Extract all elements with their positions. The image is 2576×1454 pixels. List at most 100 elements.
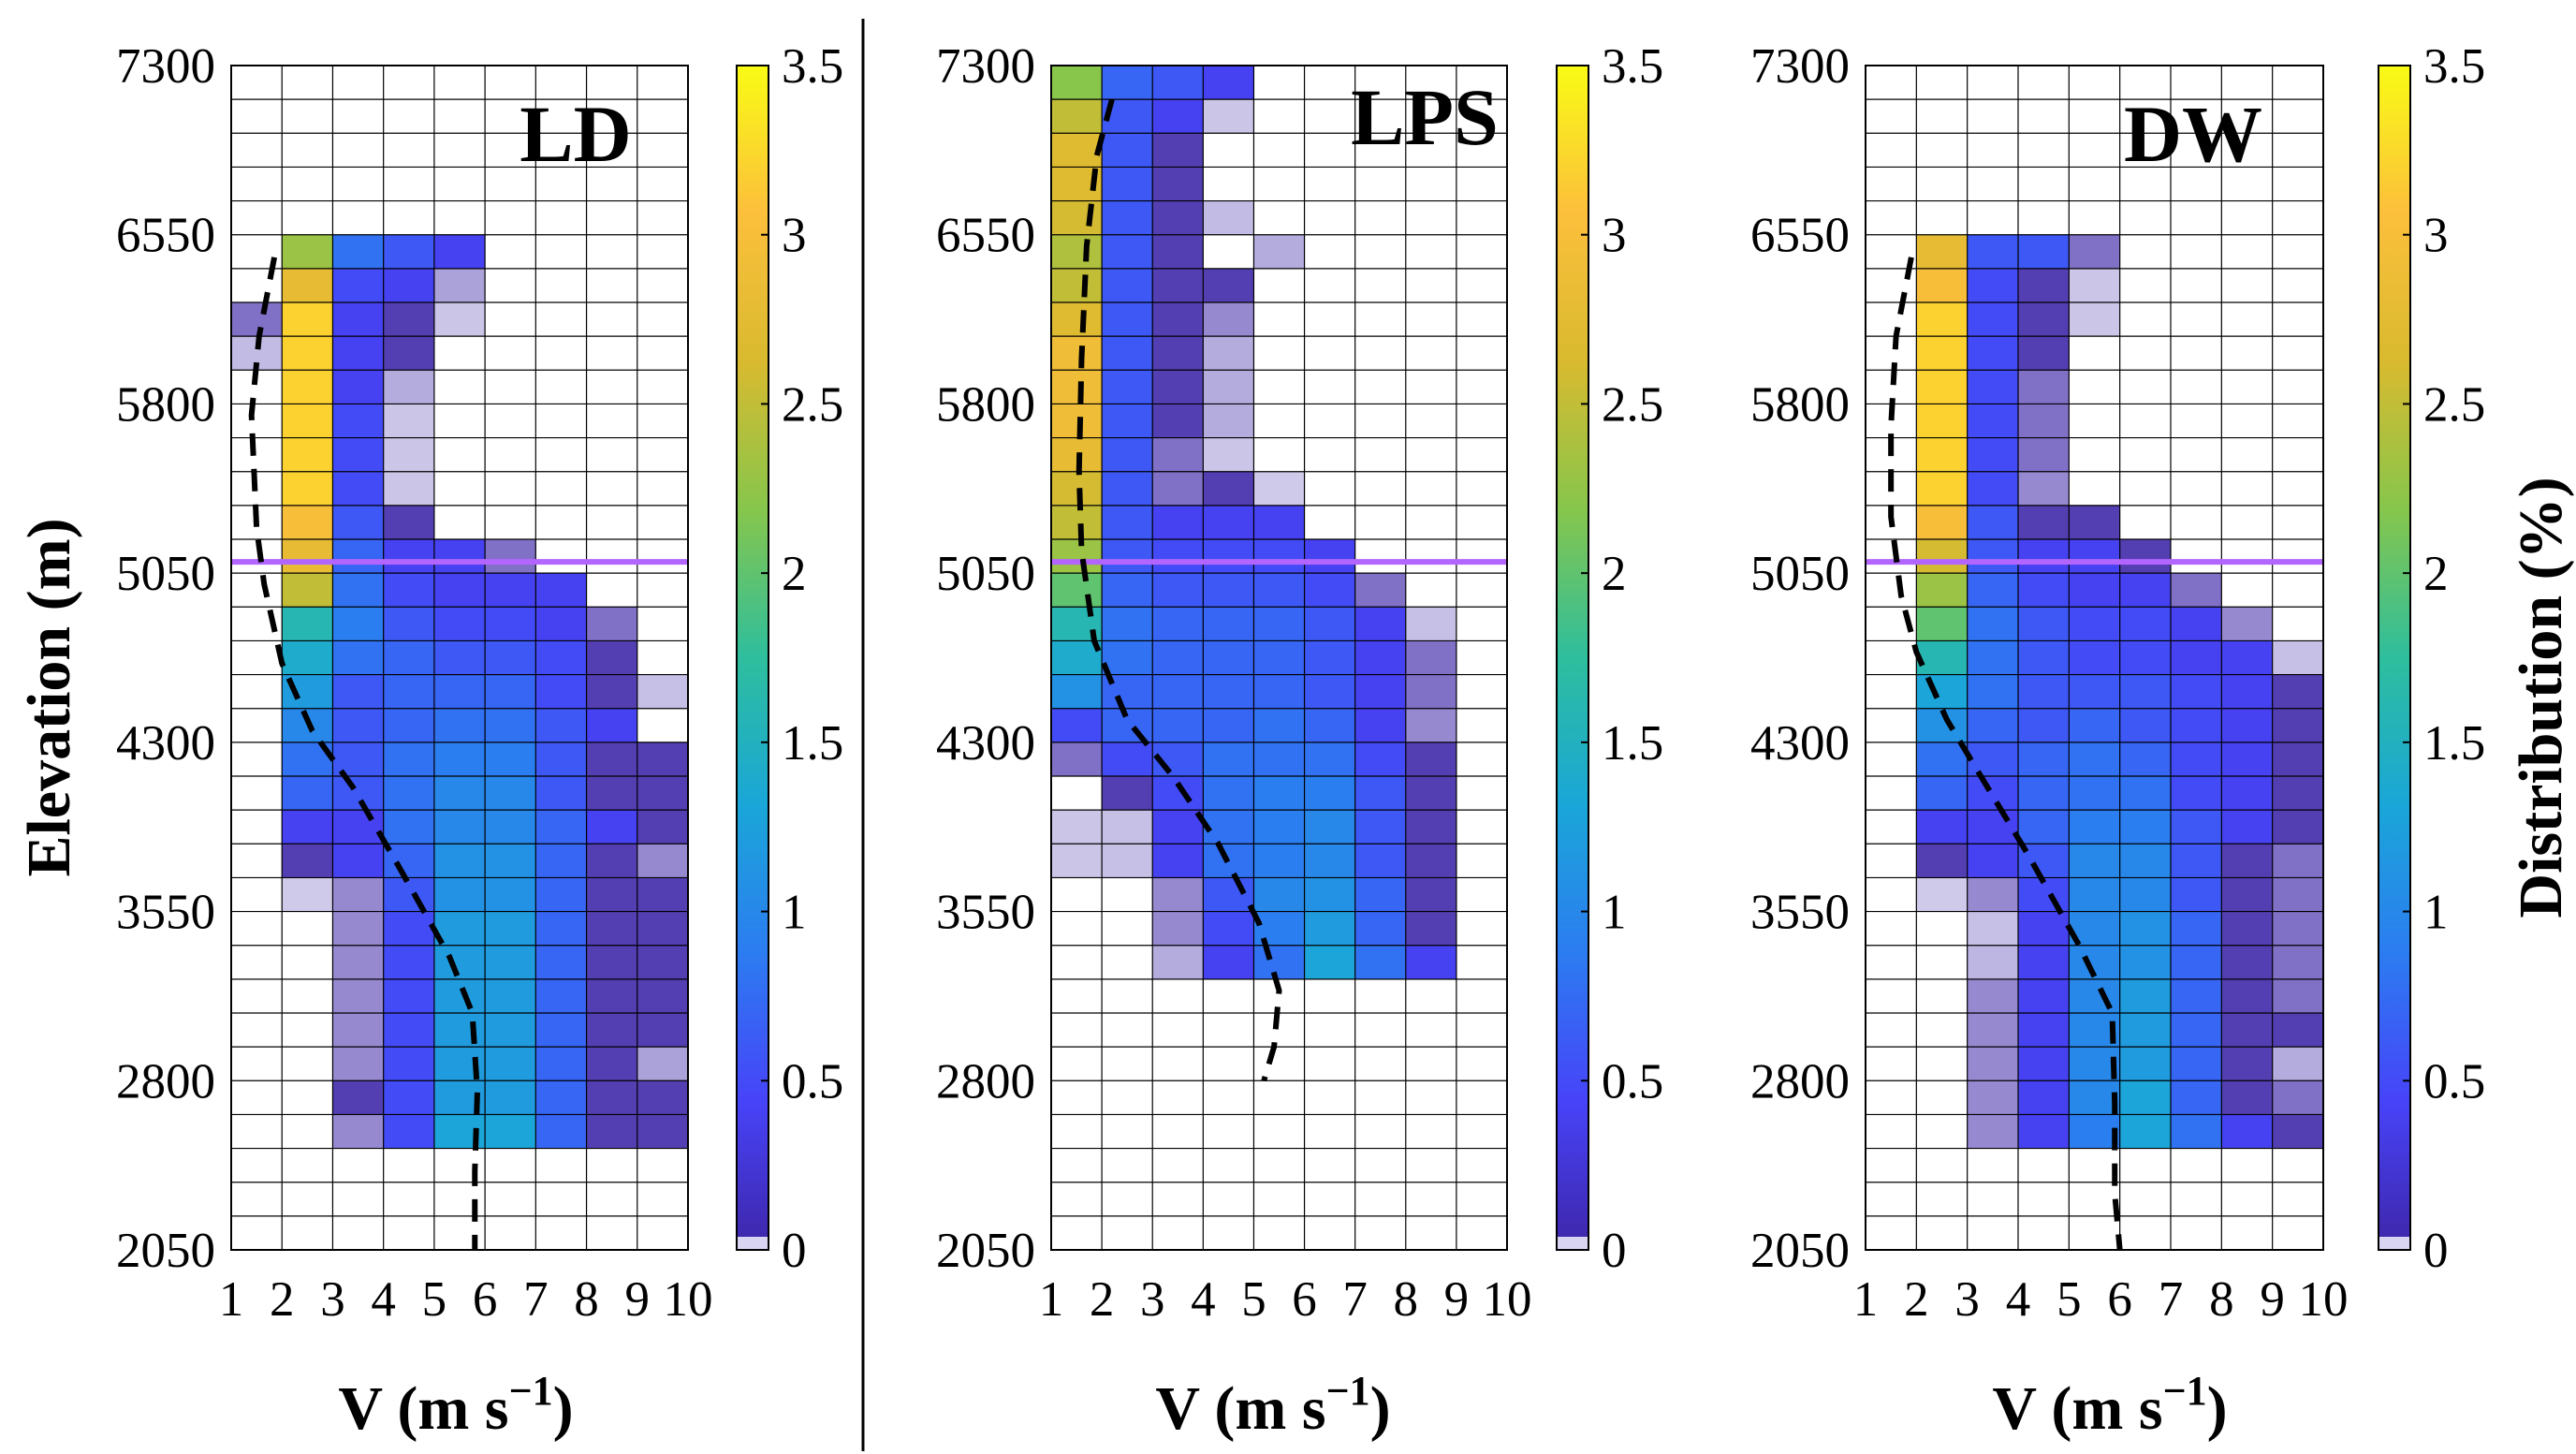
colorbar-tick-label: 3.5 bbox=[782, 39, 843, 94]
heatmap-cell bbox=[1304, 776, 1355, 811]
heatmap-cell bbox=[586, 810, 637, 844]
heatmap-cell bbox=[433, 539, 486, 574]
heatmap-cell bbox=[1203, 505, 1254, 539]
heatmap-cell bbox=[2018, 911, 2070, 946]
colorbar-tick-label: 0 bbox=[2423, 1224, 2449, 1278]
heatmap-cell bbox=[1916, 234, 1968, 269]
heatmap-cell bbox=[2018, 234, 2070, 269]
heatmap-cell bbox=[2018, 810, 2070, 844]
heatmap-cell bbox=[2069, 302, 2120, 337]
heatmap-cell bbox=[1967, 573, 2018, 608]
heatmap-cell bbox=[637, 877, 688, 912]
heatmap-cell bbox=[433, 708, 486, 742]
heatmap-cell bbox=[383, 1080, 434, 1115]
heatmap-cell bbox=[2272, 640, 2323, 675]
heatmap-cell bbox=[383, 404, 434, 438]
heatmap-cell bbox=[1152, 844, 1204, 878]
heatmap-cell bbox=[1253, 742, 1305, 776]
heatmap-cell bbox=[2272, 978, 2323, 1013]
heatmap-cell bbox=[1152, 234, 1204, 269]
heatmap-cell bbox=[586, 844, 637, 878]
heatmap-cell bbox=[332, 810, 384, 844]
heatmap-cell bbox=[282, 336, 333, 371]
colorbar-tick-label: 2.5 bbox=[1602, 377, 1663, 432]
heatmap-cell bbox=[2171, 1114, 2222, 1149]
heatmap-cell bbox=[383, 437, 434, 472]
y-tick-label: 2800 bbox=[116, 1054, 215, 1109]
heatmap-cell bbox=[535, 776, 587, 811]
x-tick-label: 2 bbox=[1090, 1272, 1115, 1327]
heatmap-cell bbox=[2018, 505, 2070, 539]
y-tick-label: 7300 bbox=[936, 39, 1035, 94]
x-tick-label: 1 bbox=[1039, 1272, 1064, 1327]
heatmap-cell bbox=[383, 505, 434, 539]
dashed-fit-curve bbox=[248, 257, 480, 1250]
heatmap-cell bbox=[383, 1047, 434, 1081]
heatmap-cell bbox=[1967, 776, 2018, 811]
heatmap-cell bbox=[1405, 742, 1456, 776]
heatmap-cell bbox=[383, 776, 434, 811]
colorbar-tick-label: 2.5 bbox=[782, 377, 843, 432]
heatmap-cell bbox=[485, 1047, 536, 1081]
heatmap-cell bbox=[535, 708, 587, 742]
heatmap-cell bbox=[1203, 911, 1254, 946]
colorbar-tick-label: 0 bbox=[1602, 1224, 1627, 1278]
heatmap-cell bbox=[1051, 404, 1103, 438]
heatmap-cell bbox=[2221, 978, 2273, 1013]
heatmap-cell bbox=[485, 810, 536, 844]
heatmap-cell bbox=[1967, 607, 2018, 641]
heatmap-cell bbox=[535, 607, 587, 641]
heatmap-cell bbox=[1051, 505, 1103, 539]
heatmap-cell bbox=[1304, 539, 1355, 574]
x-ticks: 1 2 3 4 5 6 7 8 9 10 bbox=[1853, 1272, 2349, 1327]
heatmap-cell bbox=[637, 945, 688, 979]
heatmap-cell bbox=[1203, 742, 1254, 776]
heatmap-cell bbox=[1102, 844, 1153, 878]
heatmap-cell bbox=[433, 945, 486, 979]
heatmap-cell bbox=[2018, 607, 2070, 641]
heatmap-cell bbox=[332, 640, 384, 675]
heatmap-cell bbox=[2069, 978, 2120, 1013]
heatmap-cell bbox=[433, 234, 486, 269]
heatmap-cell bbox=[1102, 336, 1153, 371]
heatmap-cell bbox=[383, 742, 434, 776]
heatmap-cell bbox=[1967, 742, 2018, 776]
y-tick-label: 4300 bbox=[1750, 716, 1850, 771]
heatmap-cell bbox=[1253, 471, 1305, 506]
heatmap-cell bbox=[1967, 945, 2018, 979]
heatmap-cell bbox=[1354, 607, 1406, 641]
heatmap-cell bbox=[1304, 844, 1355, 878]
heatmap-cell bbox=[332, 911, 384, 946]
heatmap-cell bbox=[485, 1114, 536, 1149]
heatmap-cell bbox=[2171, 1047, 2222, 1081]
heatmap-cell bbox=[1916, 302, 1968, 337]
heatmap-cell bbox=[535, 945, 587, 979]
heatmap-cell bbox=[586, 945, 637, 979]
y-tick-label: 6550 bbox=[1750, 209, 1850, 263]
heatmap-cell bbox=[1304, 810, 1355, 844]
heatmap-cell bbox=[383, 471, 434, 506]
x-tick-label: 7 bbox=[2159, 1272, 2184, 1327]
heatmap-cell bbox=[2018, 404, 2070, 438]
heatmap-cell bbox=[1152, 370, 1204, 404]
heatmap-cell bbox=[2119, 573, 2171, 608]
heatmap-cell bbox=[383, 708, 434, 742]
y-tick-label: 5800 bbox=[936, 377, 1035, 432]
x-tick-label: 5 bbox=[422, 1272, 447, 1327]
heatmap-cell bbox=[1152, 133, 1204, 168]
x-tick-label: 1 bbox=[219, 1272, 244, 1327]
heatmap-cell bbox=[1253, 505, 1305, 539]
heatmap-cell bbox=[1152, 66, 1204, 100]
heatmap-cell bbox=[1152, 911, 1204, 946]
x-tick-label: 6 bbox=[2107, 1272, 2132, 1327]
heatmap-cell bbox=[535, 1114, 587, 1149]
heatmap-cell bbox=[2272, 776, 2323, 811]
heatmap-cell bbox=[332, 505, 384, 539]
y-tick-label: 3550 bbox=[116, 886, 215, 940]
heatmap-cell bbox=[2171, 945, 2222, 979]
x-tick-label: 4 bbox=[2006, 1272, 2031, 1327]
heatmap-cell bbox=[1304, 674, 1355, 709]
grid-lines bbox=[231, 66, 688, 1250]
heatmap-cell bbox=[1152, 640, 1204, 675]
